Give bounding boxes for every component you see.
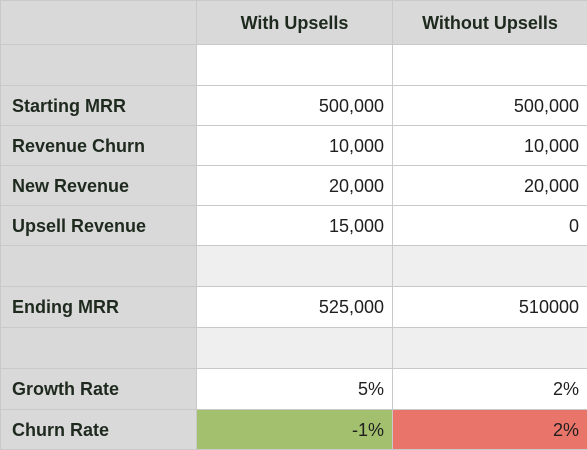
row-label[interactable]: Starting MRR [1, 86, 197, 126]
cell-with-upsells[interactable] [197, 246, 393, 287]
row-label[interactable] [1, 328, 197, 369]
cell-without-upsells[interactable]: 0 [393, 206, 587, 246]
header-with-upsells: With Upsells [197, 1, 393, 45]
cell-without-upsells[interactable]: 500,000 [393, 86, 587, 126]
row-label[interactable]: Growth Rate [1, 369, 197, 410]
cell-without-upsells[interactable] [393, 45, 587, 86]
cell-without-upsells[interactable]: 2% [393, 410, 587, 450]
row-label[interactable]: Ending MRR [1, 287, 197, 328]
table-row: Growth Rate 5% 2% [1, 369, 587, 410]
cell-without-upsells[interactable] [393, 246, 587, 287]
cell-with-upsells[interactable] [197, 45, 393, 86]
table-row: Ending MRR 525,000 510000 [1, 287, 587, 328]
table-row: Churn Rate -1% 2% [1, 410, 587, 450]
cell-without-upsells[interactable]: 20,000 [393, 166, 587, 206]
cell-with-upsells[interactable]: 20,000 [197, 166, 393, 206]
table-row: Starting MRR 500,000 500,000 [1, 86, 587, 126]
table-row: Upsell Revenue 15,000 0 [1, 206, 587, 246]
header-without-upsells: Without Upsells [393, 1, 587, 45]
cell-without-upsells[interactable]: 10,000 [393, 126, 587, 166]
cell-with-upsells[interactable] [197, 328, 393, 369]
header-row: With Upsells Without Upsells [1, 1, 587, 45]
cell-with-upsells[interactable]: 15,000 [197, 206, 393, 246]
row-label[interactable]: New Revenue [1, 166, 197, 206]
cell-without-upsells[interactable] [393, 328, 587, 369]
cell-with-upsells[interactable]: 5% [197, 369, 393, 410]
cell-without-upsells[interactable]: 510000 [393, 287, 587, 328]
table-row: New Revenue 20,000 20,000 [1, 166, 587, 206]
row-label[interactable]: Revenue Churn [1, 126, 197, 166]
cell-with-upsells[interactable]: -1% [197, 410, 393, 450]
cell-with-upsells[interactable]: 525,000 [197, 287, 393, 328]
cell-without-upsells[interactable]: 2% [393, 369, 587, 410]
table-row: Revenue Churn 10,000 10,000 [1, 126, 587, 166]
row-label[interactable] [1, 45, 197, 86]
table-row [1, 246, 587, 287]
cell-with-upsells[interactable]: 500,000 [197, 86, 393, 126]
row-label[interactable]: Churn Rate [1, 410, 197, 450]
header-corner [1, 1, 197, 45]
table-row [1, 45, 587, 86]
cell-with-upsells[interactable]: 10,000 [197, 126, 393, 166]
table-row [1, 328, 587, 369]
row-label[interactable]: Upsell Revenue [1, 206, 197, 246]
row-label[interactable] [1, 246, 197, 287]
